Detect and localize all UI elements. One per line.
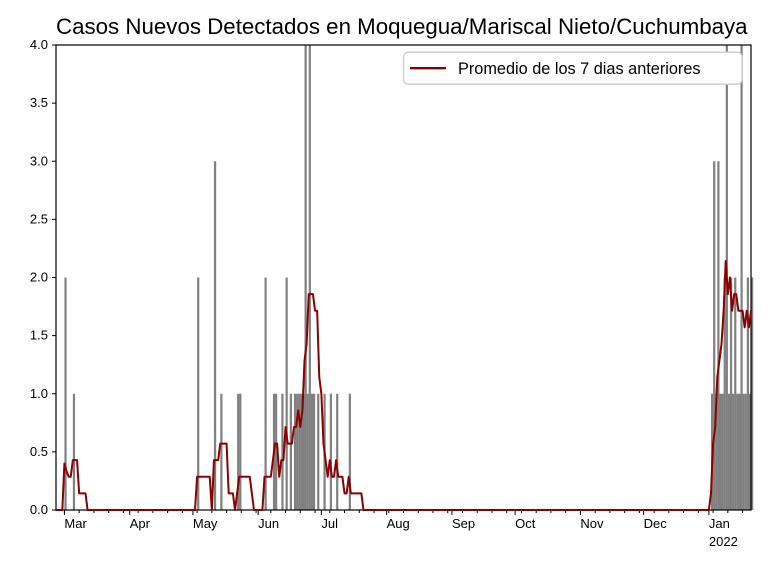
svg-text:4.0: 4.0 (30, 37, 48, 52)
svg-text:Mar: Mar (64, 516, 87, 531)
svg-text:Promedio de los 7 dias anterio: Promedio de los 7 dias anteriores (458, 60, 701, 78)
svg-text:3.5: 3.5 (30, 95, 48, 110)
svg-text:3.0: 3.0 (30, 153, 48, 168)
svg-text:Jun: Jun (258, 516, 279, 531)
svg-text:Aug: Aug (387, 516, 410, 531)
svg-text:2.5: 2.5 (30, 211, 48, 226)
svg-text:1.5: 1.5 (30, 328, 48, 343)
svg-text:Jul: Jul (321, 516, 338, 531)
svg-text:Dec: Dec (644, 516, 668, 531)
svg-text:2022: 2022 (709, 534, 738, 549)
svg-text:Nov: Nov (580, 516, 604, 531)
svg-text:Apr: Apr (130, 516, 151, 531)
svg-text:May: May (193, 516, 218, 531)
svg-text:0.5: 0.5 (30, 444, 48, 459)
svg-text:Oct: Oct (515, 516, 536, 531)
svg-text:Casos Nuevos Detectados en Moq: Casos Nuevos Detectados en Moquegua/Mari… (56, 14, 748, 39)
svg-text:1.0: 1.0 (30, 386, 48, 401)
svg-text:Jan: Jan (709, 516, 730, 531)
svg-text:Sep: Sep (452, 516, 475, 531)
svg-text:2.0: 2.0 (30, 270, 48, 285)
svg-text:0.0: 0.0 (30, 502, 48, 517)
